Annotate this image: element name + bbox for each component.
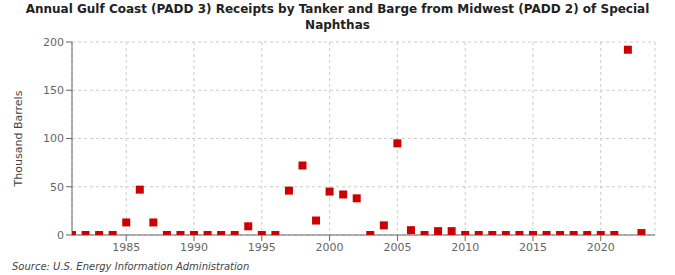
svg-text:1995: 1995 — [248, 241, 276, 254]
svg-text:2015: 2015 — [519, 241, 547, 254]
svg-text:150: 150 — [43, 84, 64, 97]
svg-text:2000: 2000 — [316, 241, 344, 254]
svg-text:100: 100 — [43, 132, 64, 145]
html-text:Annual Gulf Coast (PADD 3) Rec: Annual Gulf Coast (PADD 3) Receipts by T… — [25, 2, 650, 16]
svg-text:Thousand Barrels: Thousand Barrels — [12, 90, 25, 187]
svg-text:2010: 2010 — [451, 241, 479, 254]
html-text:Naphthas: Naphthas — [305, 18, 370, 32]
svg-text:50: 50 — [50, 181, 64, 194]
svg-text:2020: 2020 — [587, 241, 615, 254]
svg-text:1990: 1990 — [180, 241, 208, 254]
svg-text:0: 0 — [57, 229, 64, 242]
html-text:Source: U.S. Energy Informatio: Source: U.S. Energy Information Administ… — [12, 261, 250, 272]
svg-text:200: 200 — [43, 36, 64, 49]
svg-text:2005: 2005 — [383, 241, 411, 254]
svg-text:1985: 1985 — [112, 241, 140, 254]
